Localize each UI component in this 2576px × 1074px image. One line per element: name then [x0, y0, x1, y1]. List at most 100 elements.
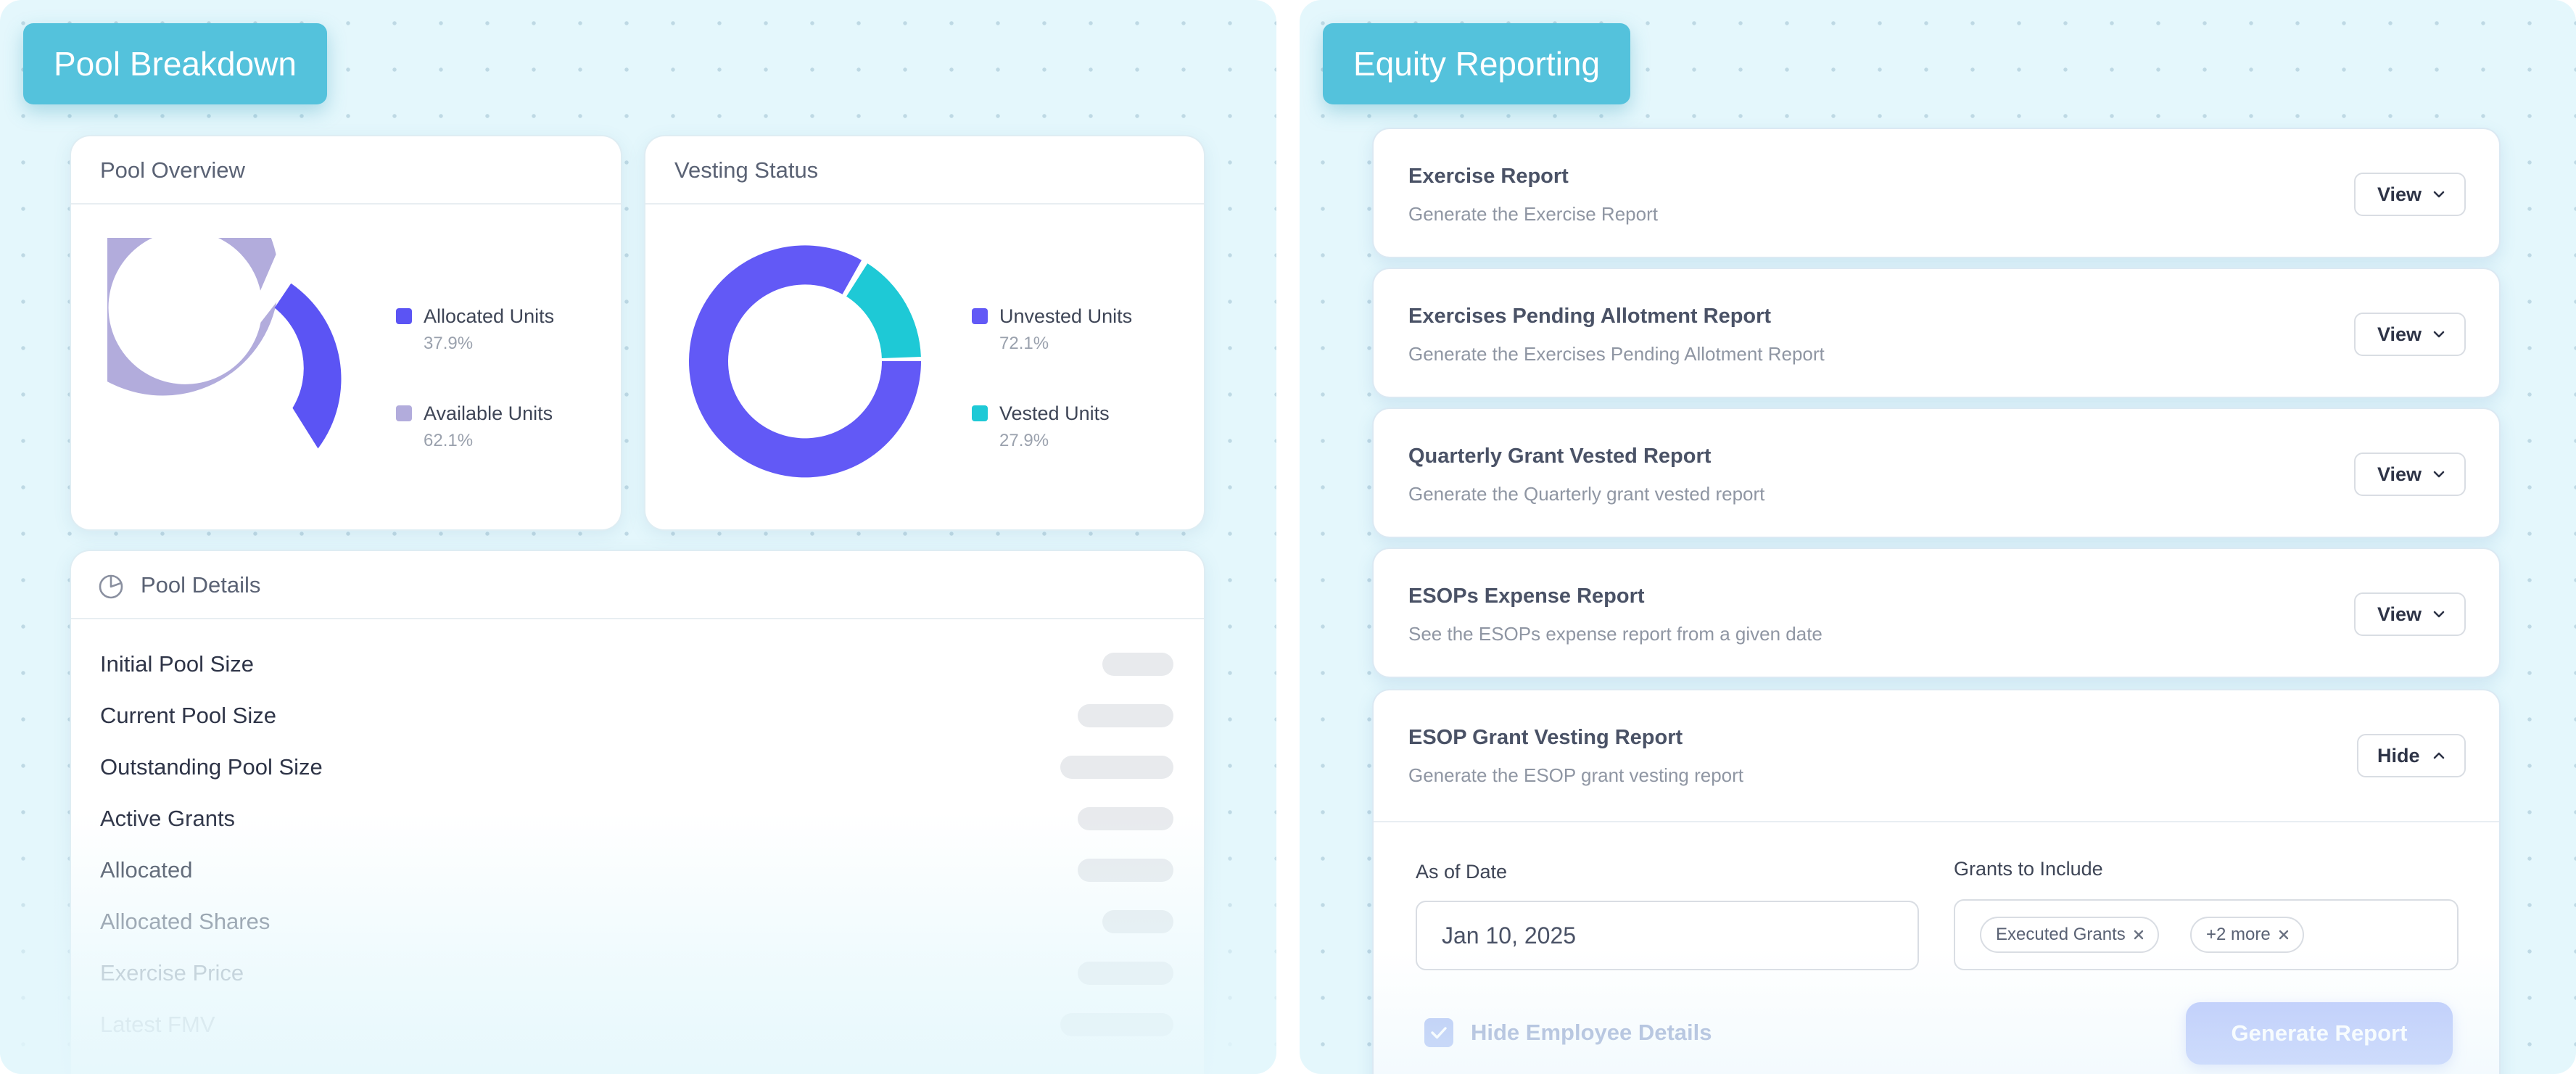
chip-label: Executed Grants: [1996, 925, 2126, 944]
chevron-down-icon: [2433, 191, 2445, 198]
legend-value: 72.1%: [999, 334, 1049, 353]
report-card-exercise: Exercise Report Generate the Exercise Re…: [1372, 128, 2501, 258]
view-button-label: View: [2377, 463, 2422, 485]
hide-employee-details-checkbox[interactable]: [1424, 1018, 1453, 1047]
view-button-label: View: [2377, 183, 2422, 205]
pool-overview-card: Pool Overview Allocated Units 37.9% Avai…: [70, 135, 622, 531]
value-skeleton: [1060, 756, 1173, 779]
donut-slice-unvested-units: [689, 245, 922, 478]
chip-executed-grants[interactable]: Executed Grants: [1980, 917, 2159, 953]
pool-breakdown-panel: Pool Breakdown Pool Overview Allocated U…: [0, 0, 1276, 1074]
report-description: Generate the Exercise Report: [1408, 203, 1658, 225]
legend-swatch: [396, 308, 412, 324]
report-title: ESOPs Expense Report: [1408, 584, 1645, 608]
vesting-status-card: Vesting Status Unvested Units 72.1% Vest…: [644, 135, 1205, 531]
report-title: Exercise Report: [1408, 165, 1569, 188]
close-icon[interactable]: [2131, 928, 2146, 942]
divider: [1374, 821, 2499, 822]
legend-item-vested-units: Vested Units 27.9%: [972, 400, 1132, 454]
report-card-esops-expense: ESOPs Expense Report See the ESOPs expen…: [1372, 548, 2501, 678]
detail-label: Initial Pool Size: [100, 651, 254, 677]
detail-label: Latest FMV: [100, 1012, 215, 1037]
value-skeleton: [1078, 962, 1173, 985]
donut-slice-available-units: [107, 238, 277, 396]
as-of-date-input[interactable]: Jan 10, 2025: [1416, 901, 1919, 970]
report-description: See the ESOPs expense report from a give…: [1408, 623, 1822, 645]
detail-row-allocated: Allocated: [100, 851, 1173, 889]
donut-slice-allocated-units: [274, 283, 342, 449]
value-skeleton: [1102, 910, 1173, 933]
report-description: Generate the ESOP grant vesting report: [1408, 764, 1744, 786]
chip-label: +2 more: [2206, 925, 2271, 944]
legend-value: 62.1%: [424, 431, 474, 450]
pie-chart-icon: [99, 574, 123, 599]
checkmark-icon: [1431, 1027, 1447, 1039]
report-card-esop-grant-vesting: ESOP Grant Vesting Report Generate the E…: [1372, 689, 2501, 1074]
detail-row-initial-pool-size: Initial Pool Size: [100, 645, 1173, 683]
hide-employee-details-label: Hide Employee Details: [1471, 1020, 1712, 1045]
legend-label: Allocated Units: [424, 305, 555, 327]
detail-label: Exercise Price: [100, 960, 244, 986]
pool-breakdown-tag: Pool Breakdown: [23, 23, 327, 104]
vesting-status-title: Vesting Status: [645, 136, 1204, 205]
equity-reporting-tag: Equity Reporting: [1323, 23, 1631, 104]
detail-label: Allocated Shares: [100, 909, 271, 934]
donut-slice-vested-units: [846, 263, 921, 358]
pool-overview-legend: Allocated Units 37.9% Available Units 62…: [396, 303, 554, 497]
report-card-quarterly-grant-vested: Quarterly Grant Vested Report Generate t…: [1372, 408, 2501, 538]
legend-label: Unvested Units: [999, 305, 1133, 327]
chevron-down-icon: [2433, 331, 2445, 338]
legend-swatch: [396, 405, 412, 421]
report-card-exercises-pending-allotment: Exercises Pending Allotment Report Gener…: [1372, 268, 2501, 398]
detail-row-current-pool-size: Current Pool Size: [100, 697, 1173, 735]
value-skeleton: [1078, 807, 1173, 830]
value-skeleton: [1078, 704, 1173, 727]
hide-button-label: Hide: [2377, 745, 2420, 767]
legend-label: Vested Units: [999, 402, 1110, 424]
report-title: Exercises Pending Allotment Report: [1408, 305, 1772, 328]
detail-label: Current Pool Size: [100, 703, 276, 728]
value-skeleton: [1102, 653, 1173, 676]
legend-item-available-units: Available Units 62.1%: [396, 400, 554, 454]
legend-value: 27.9%: [999, 431, 1049, 450]
detail-label: Active Grants: [100, 806, 236, 831]
pool-overview-title: Pool Overview: [71, 136, 621, 205]
view-button[interactable]: View: [2354, 453, 2466, 496]
detail-label: Allocated: [100, 857, 193, 883]
view-button[interactable]: View: [2354, 592, 2466, 636]
detail-row-latest-fmv: Latest FMV: [100, 1006, 1173, 1044]
view-button[interactable]: View: [2354, 313, 2466, 356]
report-title: Quarterly Grant Vested Report: [1408, 445, 1712, 468]
detail-row-allocated-shares: Allocated Shares: [100, 903, 1173, 941]
chevron-up-icon: [2433, 752, 2445, 759]
pool-details-title: Pool Details: [141, 572, 261, 598]
detail-label: Outstanding Pool Size: [100, 754, 323, 780]
legend-item-unvested-units: Unvested Units 72.1%: [972, 303, 1132, 357]
generate-report-button[interactable]: Generate Report: [2186, 1002, 2453, 1065]
grants-to-include-select[interactable]: Executed Grants +2 more: [1954, 899, 2459, 970]
vesting-status-donut-chart: [689, 245, 922, 478]
detail-row-active-grants: Active Grants: [100, 800, 1173, 838]
view-button-label: View: [2377, 323, 2422, 345]
view-button[interactable]: View: [2354, 173, 2466, 216]
view-button-label: View: [2377, 603, 2422, 625]
hide-button[interactable]: Hide: [2357, 734, 2466, 777]
pool-overview-donut-chart: [107, 238, 342, 449]
legend-swatch: [972, 405, 988, 421]
report-description: Generate the Exercises Pending Allotment…: [1408, 343, 1825, 365]
value-skeleton: [1078, 859, 1173, 882]
legend-swatch: [972, 308, 988, 324]
legend-item-allocated-units: Allocated Units 37.9%: [396, 303, 554, 357]
as-of-date-label: As of Date: [1416, 861, 1508, 883]
legend-label: Available Units: [424, 402, 553, 424]
chevron-down-icon: [2433, 471, 2445, 478]
close-icon[interactable]: [2276, 928, 2291, 942]
equity-reporting-panel: Equity Reporting Exercise Report Generat…: [1300, 0, 2576, 1074]
pool-details-card: Pool Details Initial Pool Size Current P…: [70, 550, 1205, 1074]
pool-details-header: Pool Details: [71, 551, 1204, 619]
chip-more-grants[interactable]: +2 more: [2190, 917, 2304, 953]
vesting-status-legend: Unvested Units 72.1% Vested Units 27.9%: [972, 303, 1132, 497]
detail-row-outstanding-pool-size: Outstanding Pool Size: [100, 748, 1173, 786]
chevron-down-icon: [2433, 611, 2445, 618]
value-skeleton: [1060, 1013, 1173, 1036]
